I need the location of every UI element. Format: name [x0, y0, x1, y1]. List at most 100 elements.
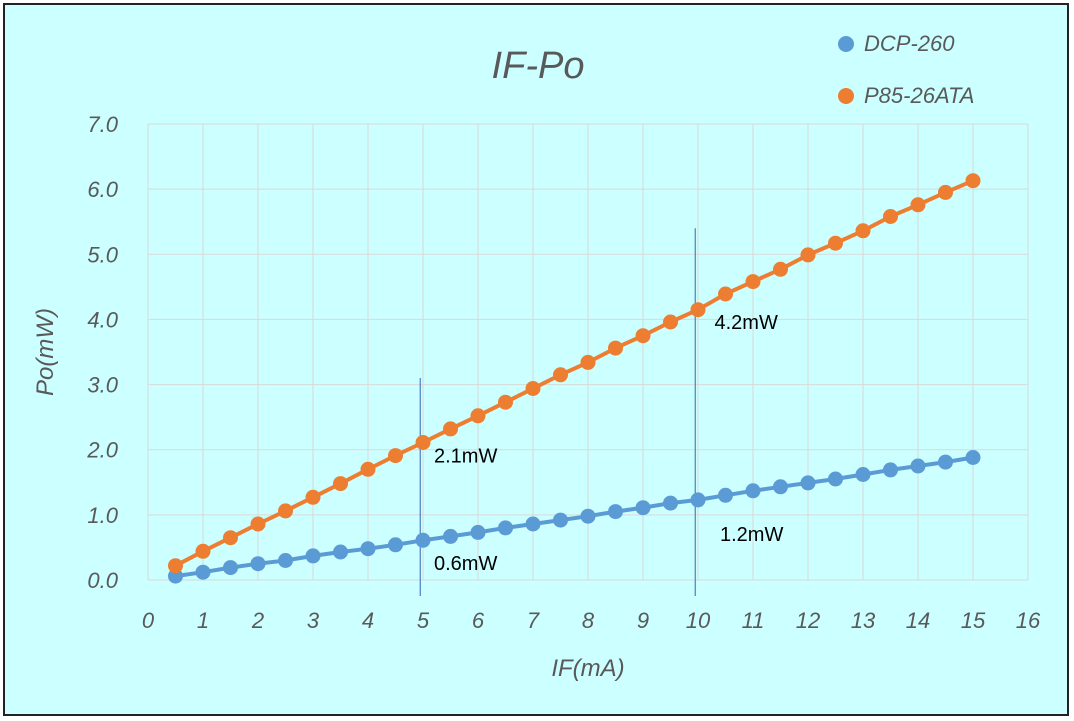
data-point	[910, 458, 926, 474]
x-tick-label: 11	[742, 608, 765, 633]
data-point	[250, 556, 266, 572]
data-point	[745, 274, 761, 290]
data-point	[773, 261, 788, 277]
data-point	[360, 541, 376, 557]
data-point	[498, 520, 513, 536]
legend-marker-dcp-260	[838, 36, 854, 52]
data-point	[195, 564, 211, 580]
series	[168, 173, 981, 584]
data-point	[855, 223, 871, 239]
data-point	[608, 340, 623, 356]
data-point	[938, 184, 953, 200]
data-point	[195, 543, 211, 559]
x-tick-label: 13	[851, 608, 876, 633]
x-tick-label: 7	[527, 608, 540, 633]
data-point	[388, 537, 403, 553]
data-point	[773, 479, 788, 495]
data-point	[360, 461, 376, 477]
data-point	[883, 209, 898, 224]
data-point	[828, 235, 843, 251]
y-axis-label: Po(mW)	[32, 308, 59, 396]
x-tick-label: 15	[961, 608, 986, 633]
annotation-label: 0.6mW	[434, 553, 497, 575]
x-tick-label: 3	[307, 608, 320, 633]
y-tick-label: 3.0	[87, 373, 118, 398]
data-point	[498, 394, 513, 410]
data-point	[718, 286, 733, 302]
x-tick-label: 9	[637, 608, 649, 633]
x-tick-label: 1	[197, 608, 209, 633]
data-point	[223, 530, 238, 546]
data-point	[690, 492, 706, 508]
x-tick-label: 16	[1016, 608, 1041, 633]
x-tick-label: 8	[582, 608, 595, 633]
annotation-label: 1.2mW	[720, 524, 783, 546]
x-tick-label: 12	[796, 608, 820, 633]
data-point	[250, 516, 266, 532]
x-tick-label: 14	[906, 608, 930, 633]
chart-frame	[3, 3, 1069, 716]
x-tick-label: 2	[251, 608, 264, 633]
data-point	[855, 467, 871, 482]
legend-marker-p85-26ata	[838, 88, 854, 104]
legend-label: DCP-260	[864, 31, 955, 56]
x-axis-label: IF(mA)	[551, 655, 624, 682]
x-tick-label: 10	[686, 608, 711, 633]
data-point	[305, 548, 321, 564]
data-point	[168, 568, 183, 584]
legend-item: DCP-260	[838, 31, 955, 56]
legend-label: P85-26ATA	[864, 83, 974, 108]
legend-item: P85-26ATA	[838, 83, 974, 108]
data-point	[278, 553, 293, 568]
annotations: 2.1mW 0.6mW 4.2mW 1.2mW	[434, 312, 783, 575]
y-tick-label: 5.0	[87, 242, 118, 267]
y-tick-label: 4.0	[87, 307, 118, 332]
data-point	[883, 462, 898, 478]
data-point	[443, 421, 458, 437]
series-line	[175, 455, 974, 579]
y-tick-label: 0.0	[87, 568, 118, 593]
data-point	[635, 500, 651, 516]
x-tick-label: 6	[472, 608, 485, 633]
data-point	[525, 516, 541, 532]
annotation-label: 4.2mW	[715, 312, 778, 334]
data-point	[663, 495, 678, 511]
reference-lines	[419, 228, 696, 596]
chart-title: IF-Po	[492, 45, 585, 87]
y-tick-label: 2.0	[86, 438, 118, 463]
data-point	[415, 435, 431, 450]
data-point	[800, 247, 816, 263]
data-point	[415, 532, 431, 548]
data-point	[305, 489, 321, 505]
tick-labels: 0 1 2 3 4 5 6 7 8 9 10 11 12 13 14 15 160.01.02.03.04.05…	[86, 112, 1041, 633]
data-point	[553, 512, 568, 528]
data-point	[333, 476, 348, 492]
x-tick-label: 0	[142, 608, 155, 633]
data-point	[333, 544, 348, 560]
x-tick-label: 4	[362, 608, 374, 633]
data-point	[525, 381, 541, 396]
data-point	[608, 504, 623, 520]
legend: DCP-260 P85-26ATA	[838, 31, 974, 108]
data-point	[938, 454, 953, 470]
data-point	[278, 503, 293, 519]
data-point	[663, 314, 678, 330]
data-point	[800, 475, 816, 491]
data-point	[470, 524, 486, 540]
data-point	[910, 197, 926, 213]
data-point	[168, 558, 183, 574]
y-tick-label: 6.0	[87, 177, 118, 202]
y-tick-label: 7.0	[87, 112, 118, 137]
data-point	[828, 471, 843, 487]
x-tick-label: 5	[417, 608, 430, 633]
data-point	[580, 508, 596, 524]
data-point	[965, 173, 981, 189]
annotation-label: 2.1mW	[434, 446, 497, 468]
data-point	[470, 408, 486, 424]
data-point	[745, 483, 761, 499]
series-line	[174, 178, 974, 568]
data-point	[690, 302, 706, 318]
data-point	[580, 354, 596, 370]
data-point	[443, 528, 458, 544]
